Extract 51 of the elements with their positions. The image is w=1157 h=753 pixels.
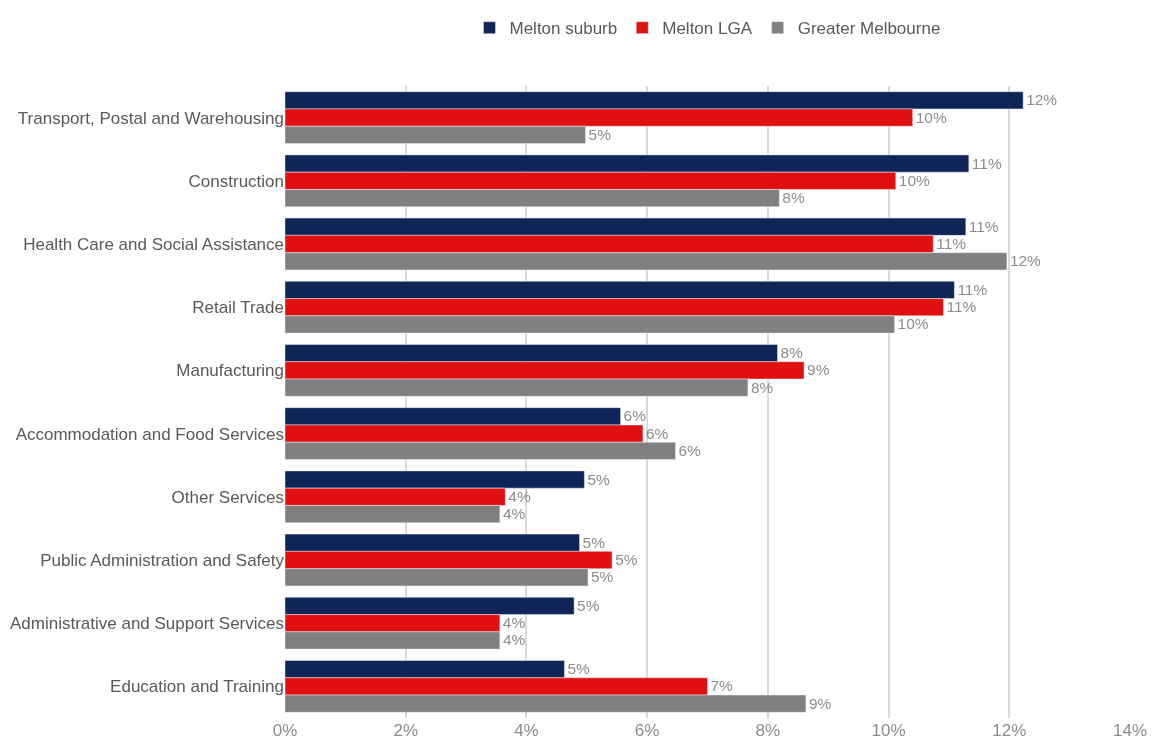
data-label: 12%: [1009, 252, 1042, 270]
y-tick-label: Public Administration and Safety: [40, 550, 285, 570]
legend-label: Greater Melbourne: [797, 19, 941, 39]
y-tick-label: Accommodation and Food Services: [15, 424, 284, 444]
data-label: 5%: [587, 470, 610, 488]
y-tick-label: Health Care and Social Assistance: [23, 234, 284, 254]
data-label: 5%: [582, 533, 606, 551]
x-tick-label: 12%: [992, 721, 1027, 740]
data-label: 5%: [591, 568, 614, 586]
data-label: 8%: [780, 344, 804, 362]
y-tick-label: Other Services: [171, 487, 284, 507]
data-label: 8%: [750, 378, 774, 396]
x-tick-label: 2%: [393, 721, 418, 740]
x-tick-label: 4%: [514, 721, 539, 740]
y-tick-label: Manufacturing: [176, 361, 284, 381]
x-tick-label: 8%: [755, 721, 781, 740]
data-label: 9%: [807, 361, 830, 379]
data-label: 5%: [588, 125, 612, 143]
y-tick-label: Construction: [188, 171, 284, 191]
x-tick-label: 6%: [634, 721, 660, 740]
data-label: 6%: [623, 407, 647, 425]
data-label: 7%: [710, 677, 734, 695]
data-label: 11%: [957, 280, 988, 298]
data-label: 4%: [502, 614, 526, 632]
legend-label: Melton LGA: [662, 19, 753, 39]
data-label: 5%: [567, 660, 591, 678]
y-tick-label: Administrative and Support Services: [9, 614, 284, 634]
data-label: 9%: [808, 694, 832, 712]
data-label: 5%: [615, 551, 638, 568]
data-label: 11%: [936, 235, 967, 252]
x-tick-label: 10%: [871, 721, 906, 740]
data-label: 12%: [1026, 91, 1058, 109]
legend-label: Melton suburb: [509, 19, 618, 39]
data-label: 4%: [508, 487, 531, 505]
data-label: 4%: [502, 505, 526, 523]
data-label: 10%: [898, 171, 931, 189]
y-tick-label: Retail Trade: [192, 298, 284, 318]
x-tick-label: 14%: [1112, 721, 1148, 740]
data-label: 10%: [897, 315, 929, 333]
y-tick-label: Transport, Postal and Warehousing: [17, 108, 284, 128]
data-label: 11%: [946, 298, 977, 316]
data-label: 8%: [782, 189, 805, 207]
y-tick-label: Education and Training: [110, 677, 284, 697]
data-label: 6%: [678, 441, 702, 459]
data-label: 6%: [645, 424, 669, 442]
x-tick-label: 0%: [272, 721, 298, 740]
data-label: 10%: [915, 108, 947, 126]
data-label: 11%: [971, 154, 1002, 172]
data-label: 11%: [968, 217, 999, 235]
data-label: 4%: [502, 631, 526, 649]
data-label: 5%: [577, 596, 600, 614]
